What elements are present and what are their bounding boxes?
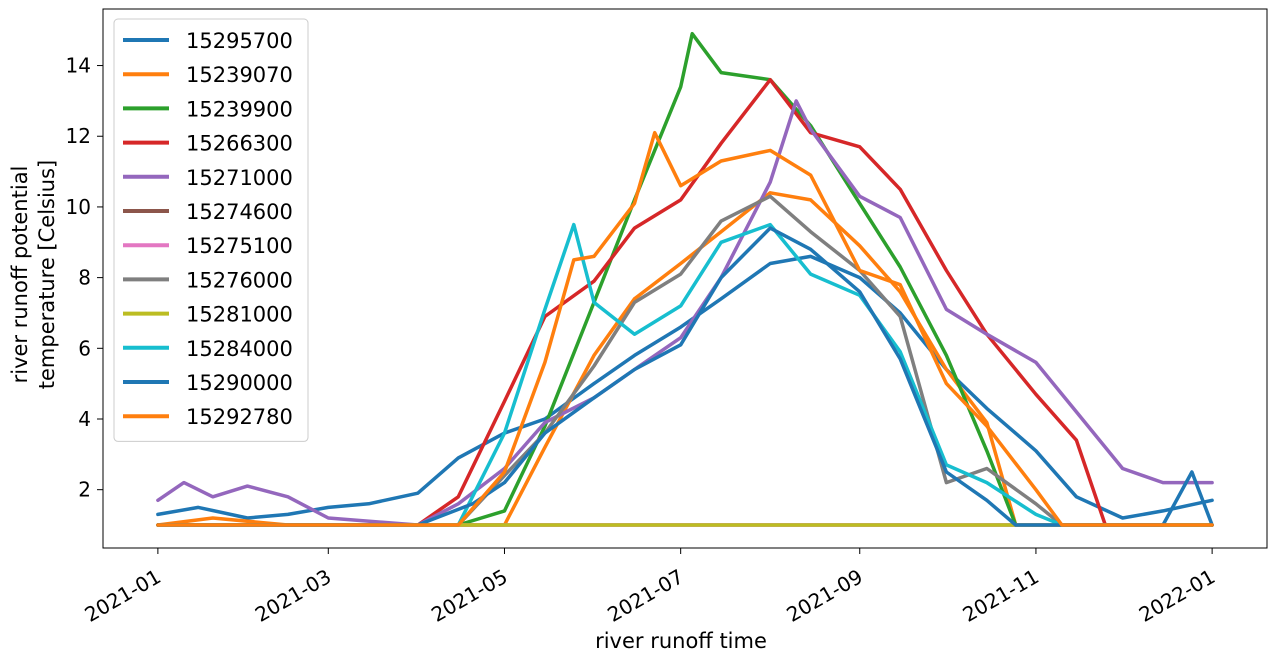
- series-layer: [156, 31, 1214, 527]
- series-line-15266300: [156, 77, 1214, 527]
- plot-frame: [102, 8, 1268, 549]
- y-axis: 2 4 6 8 10 12 14: [66, 54, 103, 502]
- y-tick-label: 10: [66, 195, 91, 219]
- x-tick-label: 2021-03: [251, 564, 335, 627]
- x-axis-label: river runoff time: [595, 629, 767, 653]
- legend-entry: 15290000: [186, 371, 293, 395]
- legend-box: [113, 18, 309, 442]
- series-line-15239900: [156, 31, 1214, 527]
- legend-entry: 15292780: [186, 405, 293, 429]
- x-tick-label: 2021-07: [603, 564, 687, 627]
- x-tick-label: 2022-01: [1135, 564, 1219, 627]
- series-line-15284000: [156, 222, 1214, 527]
- series-line-15295700: [156, 254, 1214, 520]
- y-tick-label: 2: [78, 478, 91, 502]
- legend-entry: 15274600: [186, 200, 293, 224]
- legend-entry: 15284000: [186, 337, 293, 361]
- y-tick-label: 14: [66, 54, 91, 78]
- y-tick-label: 6: [78, 336, 91, 360]
- legend-entry: 15295700: [186, 29, 293, 53]
- x-tick-label: 2021-09: [782, 564, 866, 627]
- series-line-15290000: [156, 226, 1214, 527]
- series-line-15292780: [156, 130, 1214, 527]
- legend-entry: 15281000: [186, 303, 293, 327]
- y-axis-label-line: temperature [Celsius]: [35, 160, 59, 390]
- series-line-15271000: [156, 99, 1214, 527]
- series-line-15276000: [156, 194, 1214, 527]
- legend-entry: 15275100: [186, 234, 293, 258]
- y-axis-label: river runoff potential temperature [Celsi…: [8, 160, 59, 390]
- legend-entry: 15266300: [186, 132, 293, 156]
- legend-entry: 15276000: [186, 268, 293, 292]
- y-tick-label: 4: [78, 407, 91, 431]
- legend-entry: 15239070: [186, 63, 293, 87]
- x-tick-label: 2021-05: [427, 564, 511, 627]
- x-tick-label: 2021-11: [959, 564, 1043, 627]
- y-tick-label: 12: [66, 124, 91, 148]
- legend-entry: 15271000: [186, 166, 293, 190]
- x-axis: 2021-01 2021-03 2021-05 2021-07 2021-09 2021-…: [80, 548, 1219, 627]
- series-line-15239070: [156, 191, 1214, 527]
- legend-entry: 15239900: [186, 97, 293, 121]
- legend: 15295700 15239070 15239900 15266300 15271000…: [113, 18, 309, 442]
- y-tick-label: 8: [78, 266, 91, 290]
- y-axis-label-line: river runoff potential: [8, 166, 32, 384]
- x-tick-label: 2021-01: [80, 564, 164, 627]
